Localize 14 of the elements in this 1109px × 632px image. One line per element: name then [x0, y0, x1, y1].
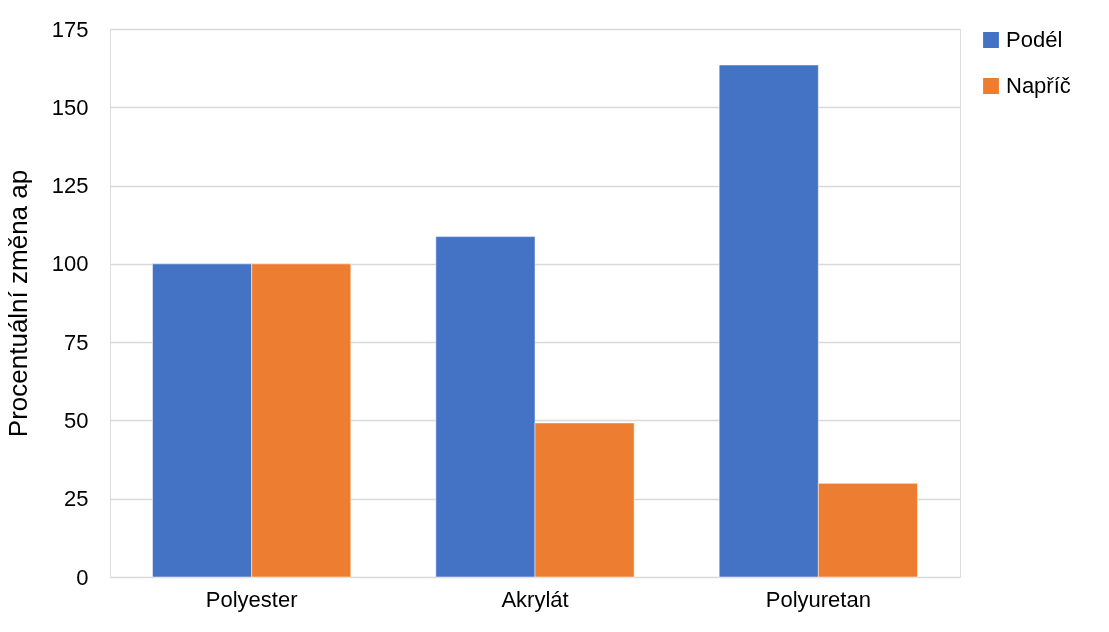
y-tick-label: 25	[64, 486, 89, 512]
x-tick-label: Polyuretan	[765, 586, 871, 612]
y-tick-label: 75	[64, 329, 89, 355]
x-tick-label: Polyester	[205, 586, 298, 612]
legend-label: Napříč	[1006, 73, 1071, 98]
y-tick-label: 175	[51, 16, 89, 42]
y-tick-label: 50	[64, 407, 89, 433]
y-tick-label: 100	[51, 251, 89, 277]
y-tick-label: 150	[51, 94, 89, 120]
x-tick-label: Akrylát	[501, 586, 569, 612]
legend-label: Podél	[1006, 27, 1063, 52]
y-axis-title: Procentuální změna ap	[2, 169, 33, 438]
y-tick-label: 125	[51, 173, 89, 199]
y-tick-label: 0	[76, 564, 89, 590]
